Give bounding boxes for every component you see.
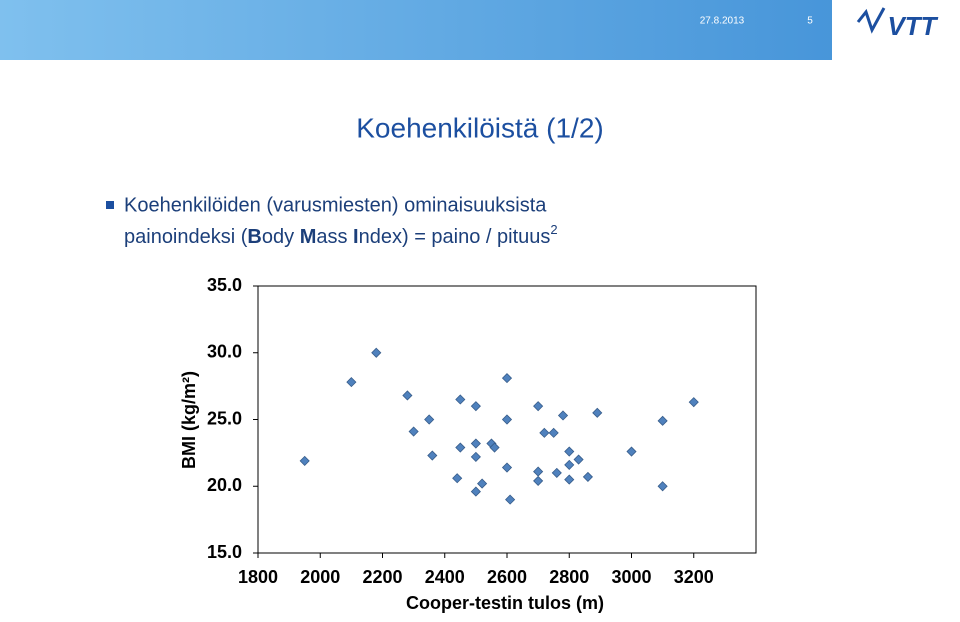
- point: [470, 438, 481, 449]
- point: [427, 450, 438, 461]
- formula-part: painoindeksi (: [124, 226, 248, 248]
- point: [477, 478, 488, 489]
- logo-mark: [856, 7, 886, 34]
- y-tick-label: 15.0: [207, 542, 242, 562]
- point: [626, 446, 637, 457]
- x-tick-label: 3000: [611, 567, 651, 587]
- point: [533, 475, 544, 486]
- x-tick-label: 2000: [300, 567, 340, 587]
- bullet-text: Koehenkilöiden (varusmiesten) ominaisuuk…: [124, 194, 547, 216]
- point: [657, 415, 668, 426]
- point: [688, 397, 699, 408]
- header-bar: [0, 0, 960, 60]
- formula-part: I: [353, 226, 359, 248]
- y-tick-label: 25.0: [207, 408, 242, 428]
- date: 27.8.2013: [700, 16, 745, 27]
- point: [489, 442, 500, 453]
- x-tick-label: 2400: [425, 567, 465, 587]
- logo: VTT: [887, 11, 938, 41]
- point: [539, 427, 550, 438]
- point: [470, 486, 481, 497]
- y-axis-label: BMI (kg/m²): [179, 371, 199, 469]
- formula-part: B: [247, 226, 261, 248]
- x-tick-label: 2800: [549, 567, 589, 587]
- point: [470, 451, 481, 462]
- point: [501, 414, 513, 425]
- point: [657, 481, 668, 492]
- formula-part: M: [300, 226, 317, 248]
- point: [533, 466, 544, 477]
- formula-part: ass: [316, 226, 353, 248]
- point: [557, 410, 569, 421]
- point: [424, 414, 435, 425]
- formula-part: 2: [550, 222, 557, 237]
- point: [548, 427, 559, 438]
- point: [402, 390, 413, 401]
- point: [455, 442, 466, 453]
- point: [501, 462, 513, 473]
- point: [573, 454, 584, 465]
- y-tick-label: 35.0: [207, 275, 242, 295]
- x-tick-label: 3200: [674, 567, 714, 587]
- point: [299, 455, 310, 466]
- point: [455, 394, 466, 405]
- point: [371, 347, 382, 358]
- point: [564, 474, 575, 485]
- x-tick-label: 1800: [238, 567, 278, 587]
- page-number: 5: [807, 16, 813, 27]
- point: [408, 426, 419, 437]
- point: [470, 401, 481, 412]
- formula-part: ndex) = paino / pituus: [359, 226, 551, 248]
- point: [551, 467, 562, 478]
- point: [505, 494, 516, 505]
- slide-title: Koehenkilöistä (1/2): [356, 112, 603, 143]
- point: [592, 407, 603, 418]
- point: [533, 401, 544, 412]
- x-axis-label: Cooper-testin tulos (m): [406, 593, 604, 613]
- point: [452, 473, 463, 484]
- y-tick-label: 30.0: [207, 342, 242, 362]
- point: [501, 373, 513, 384]
- formula-text: painoindeksi (Body Mass Index) = paino /…: [124, 222, 558, 248]
- y-tick-label: 20.0: [207, 475, 242, 495]
- logo-box: [832, 0, 960, 60]
- point: [564, 446, 575, 457]
- point: [582, 471, 593, 482]
- formula-part: ody: [262, 226, 300, 248]
- x-tick-label: 2600: [487, 567, 527, 587]
- x-tick-label: 2200: [362, 567, 402, 587]
- point: [564, 459, 575, 470]
- bullet-marker: [106, 201, 114, 209]
- point: [346, 377, 357, 388]
